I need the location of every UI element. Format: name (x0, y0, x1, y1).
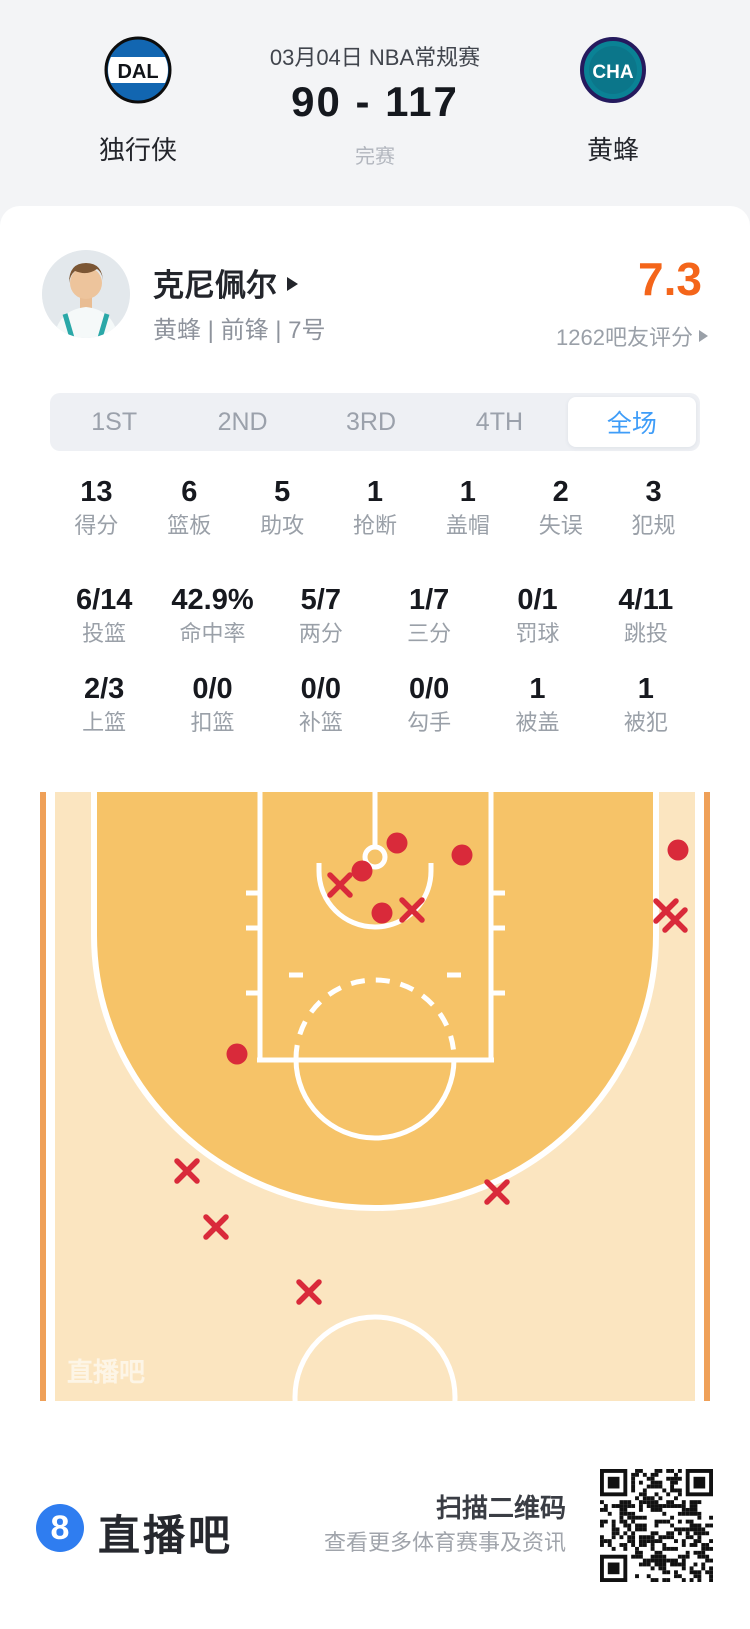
stat-ft: 0/1 罚球 (515, 584, 560, 646)
scan-title: 扫描二维码 (435, 1493, 566, 1523)
match-header (0, 0, 750, 230)
stat-fg-pct: 42.9% 命中率 (171, 584, 254, 646)
match-score: 90 - 117 (291, 78, 459, 125)
stat-blocks: 1 盖帽 (445, 476, 490, 538)
player-photo-placeholder (42, 250, 130, 338)
missed-shot-marker (662, 907, 688, 933)
made-shot-marker (226, 1043, 248, 1065)
made-shot-marker (371, 902, 393, 924)
missed-shot-marker (399, 897, 425, 923)
dal-logo-icon: DAL (104, 36, 172, 104)
tab-4th[interactable]: 4TH (475, 407, 524, 436)
stat-jumpshot: 4/11 跳投 (618, 584, 674, 646)
stat-fg: 6/14 投篮 (75, 584, 133, 646)
made-shot-marker (451, 844, 473, 866)
player-name-row[interactable]: 克尼佩尔 (153, 260, 298, 305)
stat-blocked: 1 被盖 (515, 673, 560, 735)
stat-fouls: 3 犯规 (631, 476, 676, 538)
missed-shot-marker (174, 1158, 200, 1184)
made-shot-marker (667, 839, 689, 861)
tab-full-game[interactable]: 全场 (567, 397, 697, 447)
stat-rebounds: 6 篮板 (167, 476, 212, 538)
stat-3pt: 1/7 三分 (407, 584, 452, 646)
player-rating: 7.3 (638, 253, 702, 305)
missed-shot-marker (484, 1179, 510, 1205)
player-detail-arrow-icon (287, 276, 298, 291)
brand-name: 直播吧 (98, 1512, 234, 1559)
stat-layup: 2/3 上篮 (82, 673, 127, 735)
qr-code-svg (600, 1469, 713, 1582)
stat-fouled: 1 被犯 (623, 673, 668, 735)
stats-row-shooting: 6/14 投篮 42.9% 命中率 5/7 两分 1/7 三分 0/1 罚球 4/11 跳投 (50, 584, 700, 647)
quarter-tabs: 1ST 2ND 3RD 4TH 全场 (50, 393, 700, 451)
home-team-abbr: DAL (117, 61, 158, 83)
brand-logo-icon: 8 (36, 1504, 84, 1552)
shot-chart: 直播吧 (40, 792, 710, 1480)
stats-row-shot-types: 2/3 上篮 0/0 扣篮 0/0 补篮 0/0 勾手 1 被盖 1 被犯 (50, 673, 700, 736)
made-shot-marker (386, 832, 408, 854)
scan-subtitle: 查看更多体育赛事及资讯 (323, 1530, 566, 1555)
shot-marks (174, 832, 689, 1305)
stat-turnovers: 2 失误 (538, 476, 583, 538)
cha-logo-icon: CHA (580, 37, 646, 103)
stat-steals: 1 抢断 (352, 476, 397, 538)
stats-row-basic: 13 得分 6 篮板 5 助攻 1 抢断 1 盖帽 2 失误 3 犯规 (50, 476, 700, 539)
court-watermark: 直播吧 (67, 1357, 145, 1387)
tab-2nd[interactable]: 2ND (217, 407, 268, 436)
rating-note-arrow-icon (699, 330, 708, 342)
shot-chart-svg: 直播吧 (40, 792, 710, 1480)
tab-3rd[interactable]: 3RD (346, 407, 397, 436)
brand-logo-glyph: 8 (50, 1508, 70, 1547)
player-meta: 黄蜂 | 前锋 | 7号 (153, 317, 326, 344)
stat-tipin: 0/0 补篮 (298, 673, 343, 735)
missed-shot-marker (203, 1214, 229, 1240)
stat-assists: 5 助攻 (260, 476, 305, 538)
player-rating-note[interactable]: 1262吧友评分 (556, 320, 708, 352)
stat-hook: 0/0 勾手 (407, 673, 452, 735)
player-name: 克尼佩尔 (153, 268, 277, 303)
stat-dunk: 0/0 扣篮 (190, 673, 235, 735)
missed-shot-marker (327, 872, 353, 898)
player-avatar[interactable] (42, 250, 130, 338)
made-shot-marker (351, 860, 373, 882)
away-team-name: 黄蜂 (586, 135, 639, 165)
missed-shot-marker (296, 1279, 322, 1305)
match-status: 完赛 (355, 146, 395, 168)
home-team-name: 独行侠 (98, 135, 177, 165)
tab-1st[interactable]: 1ST (91, 407, 138, 436)
home-team-logo: DAL (104, 36, 172, 104)
stat-2pt: 5/7 两分 (298, 584, 343, 646)
match-date: 03月04日 NBA常规赛 (269, 45, 481, 70)
away-team-abbr: CHA (592, 62, 633, 83)
stat-points: 13 得分 (74, 476, 119, 538)
away-team-logo: CHA (579, 36, 647, 104)
scan-hint: 扫描二维码 查看更多体育赛事及资讯 (306, 1492, 566, 1558)
qr-code (600, 1469, 713, 1582)
rating-note-text: 1262吧友评分 (556, 325, 693, 350)
